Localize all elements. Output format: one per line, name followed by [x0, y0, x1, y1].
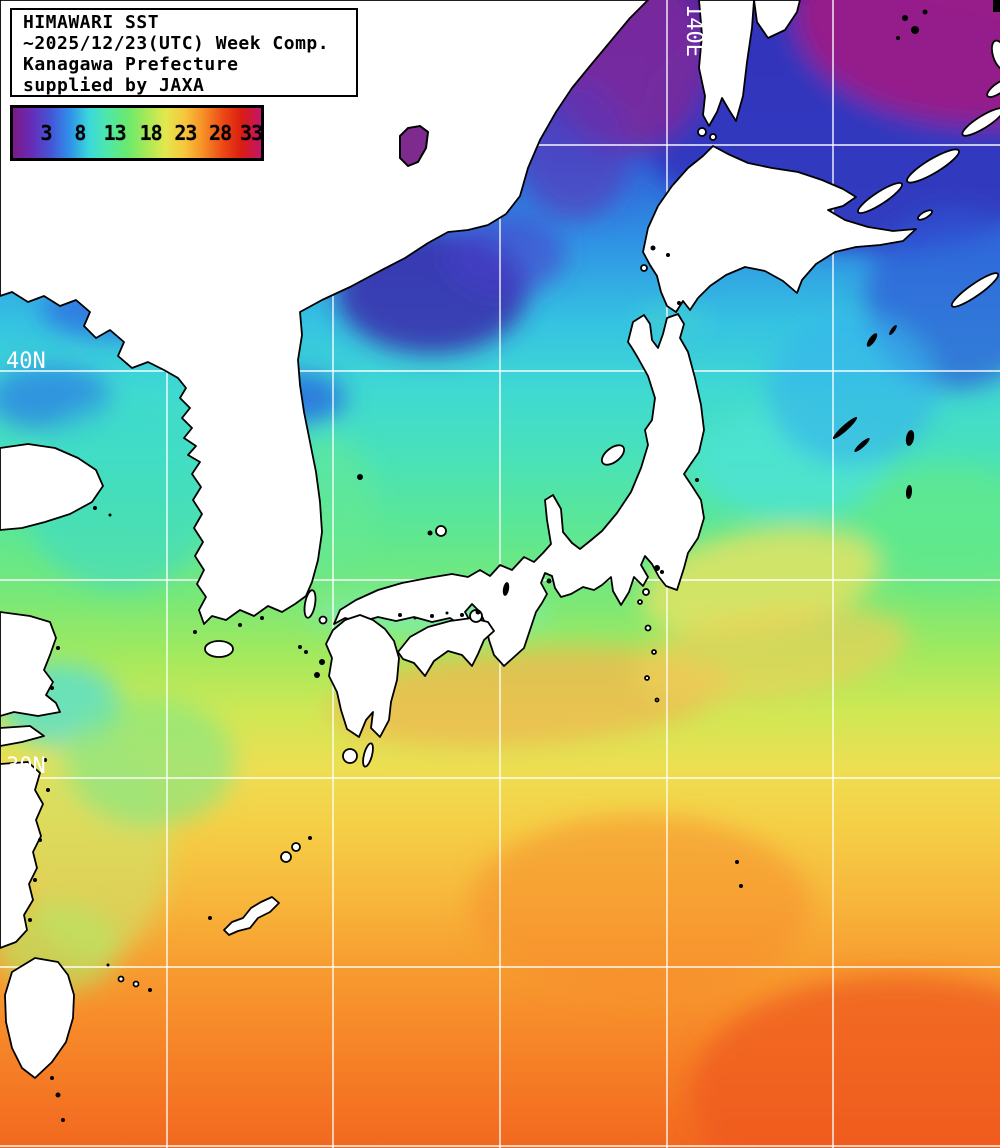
land-taiwan	[4, 957, 75, 1079]
land-jeju	[204, 640, 234, 658]
land-izu-oshima	[642, 588, 650, 596]
land-amami	[280, 851, 292, 863]
lake-khanka	[399, 124, 430, 168]
land-rebun	[709, 133, 717, 141]
label-140e: 140E	[681, 4, 706, 57]
colorbar-tick: 13	[103, 121, 127, 145]
land-sakhalin-east-lobe	[753, 0, 801, 39]
cloud-gap-east	[950, 272, 1000, 308]
land-miyako	[132, 980, 140, 988]
land-iturup	[906, 148, 960, 184]
land-izu-isle-2	[637, 599, 643, 605]
land-sado	[600, 444, 626, 466]
land-hokkaido	[642, 145, 917, 313]
temperature-colorbar: 3 8 13 18 23 28 33	[10, 105, 264, 161]
title-line-region: Kanagawa Prefecture	[23, 54, 239, 75]
title-line-source: supplied by JAXA	[23, 75, 205, 96]
land-tokunoshima	[291, 842, 301, 852]
title-box: HIMAWARI SST ~2025/12/23(UTC) Week Comp.…	[10, 8, 358, 97]
title-line-date: ~2025/12/23(UTC) Week Comp.	[23, 33, 330, 54]
colorbar-tick: 3	[40, 121, 52, 145]
colorbar-tick: 18	[139, 121, 163, 145]
label-40n: 40N	[6, 349, 46, 374]
land-okushiri	[640, 264, 648, 272]
land-china-coast	[0, 611, 61, 949]
land-izu-isle-4	[651, 649, 657, 655]
land-tanegashima	[362, 742, 374, 768]
land-kuril-north	[986, 78, 1000, 98]
colorbar-tick: 8	[74, 121, 86, 145]
land-iki	[318, 615, 328, 625]
land-oki	[435, 525, 447, 537]
land-ishigaki	[117, 975, 125, 983]
colorbar-tick: 33	[240, 121, 263, 145]
land-izu-isle-5	[644, 675, 650, 681]
label-30n: 30N	[6, 754, 46, 779]
title-line-product: HIMAWARI SST	[23, 12, 160, 33]
land-kuril-east-edge	[990, 39, 1000, 71]
land-shikotan	[917, 209, 933, 221]
land-okinawa	[223, 896, 280, 936]
land-urup	[961, 107, 1000, 137]
land-yakushima	[342, 748, 358, 764]
data-gap-specks	[28, 0, 1000, 1122]
land-honshu	[333, 313, 705, 667]
land-rishiri	[697, 127, 707, 137]
land-kunashiri	[857, 182, 903, 214]
land-kyushu	[325, 614, 400, 738]
land-izu-isle-6	[654, 697, 660, 703]
land-izu-isle-3	[644, 624, 652, 632]
colorbar-tick: 28	[209, 121, 232, 145]
land-shikoku	[397, 617, 495, 677]
land-sakhalin	[698, 0, 755, 127]
land-tsushima	[303, 589, 317, 619]
land-shandong	[0, 443, 104, 531]
colorbar-gradient	[13, 108, 261, 158]
colorbar-tick: 23	[174, 121, 197, 145]
